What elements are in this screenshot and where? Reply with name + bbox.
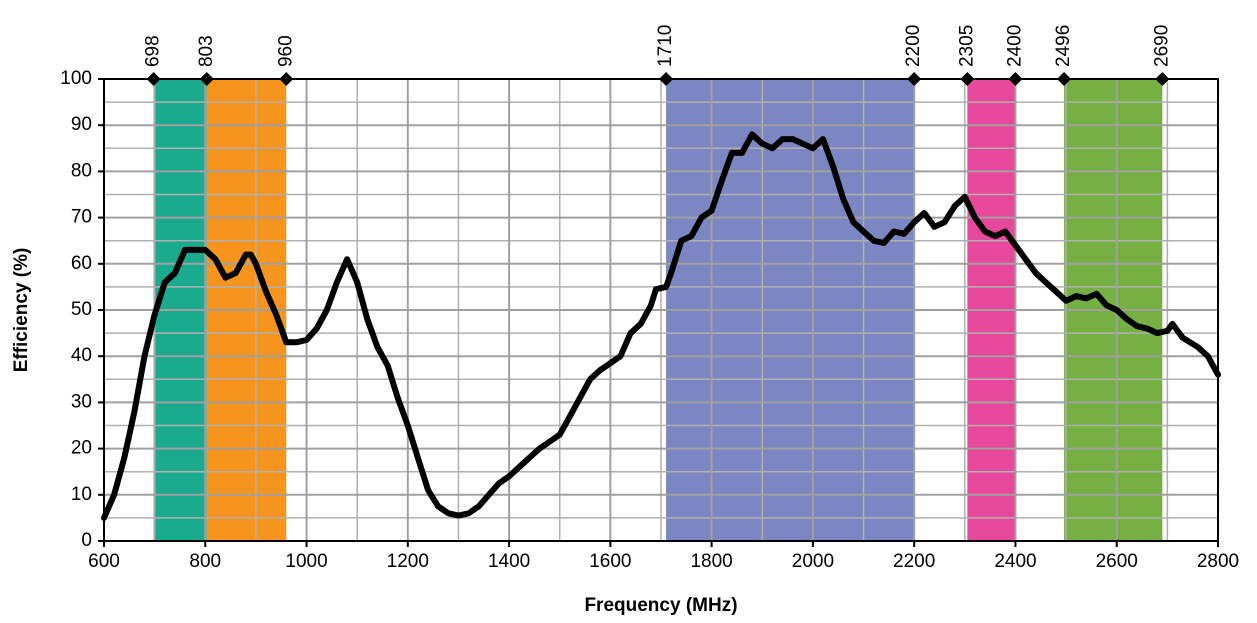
band-edge-label: 1710 bbox=[655, 25, 676, 67]
x-tick-label: 1200 bbox=[387, 551, 429, 572]
band-edge-marker bbox=[1008, 72, 1023, 86]
x-tick-label: 1000 bbox=[285, 551, 327, 572]
y-tick-label: 80 bbox=[71, 160, 92, 181]
band-edge-label: 2305 bbox=[956, 25, 977, 67]
x-tick-label: 600 bbox=[88, 551, 120, 572]
band-edge-marker bbox=[1057, 72, 1072, 86]
x-tick-label: 2800 bbox=[1197, 551, 1239, 572]
y-tick-label: 30 bbox=[71, 391, 92, 412]
x-tick-label: 1600 bbox=[589, 551, 631, 572]
band-edge-marker bbox=[279, 72, 294, 86]
band-edge-marker bbox=[146, 72, 161, 86]
band-edge-label: 2200 bbox=[903, 25, 924, 67]
y-tick-label: 20 bbox=[71, 438, 92, 459]
band-edge-marker bbox=[659, 72, 674, 86]
band-edge-marker bbox=[199, 72, 214, 86]
band-edge-marker bbox=[1155, 72, 1170, 86]
band-edge-label: 2496 bbox=[1053, 25, 1074, 67]
band-edge-marker bbox=[907, 72, 922, 86]
y-tick-label: 40 bbox=[71, 345, 92, 366]
band-edge-label: 960 bbox=[275, 35, 296, 67]
band-edge-label: 698 bbox=[143, 35, 164, 67]
x-tick-label: 2200 bbox=[893, 551, 935, 572]
y-tick-label: 90 bbox=[71, 114, 92, 135]
y-tick-label: 60 bbox=[71, 253, 92, 274]
y-tick-label: 0 bbox=[81, 530, 92, 551]
band-edge-label: 2400 bbox=[1004, 25, 1025, 67]
band-edge-label: 2690 bbox=[1151, 25, 1172, 67]
y-axis-title: Efficiency (%) bbox=[11, 248, 32, 373]
x-tick-label: 800 bbox=[189, 551, 221, 572]
y-tick-label: 50 bbox=[71, 299, 92, 320]
x-tick-label: 2000 bbox=[792, 551, 834, 572]
x-tick-label: 2400 bbox=[994, 551, 1036, 572]
band-edge-label: 803 bbox=[196, 35, 217, 67]
efficiency-line bbox=[101, 131, 1221, 521]
x-tick-label: 1800 bbox=[690, 551, 732, 572]
band-edge-marker bbox=[960, 72, 975, 86]
x-tick-label: 2600 bbox=[1096, 551, 1138, 572]
y-tick-label: 70 bbox=[71, 207, 92, 228]
y-tick-label: 10 bbox=[71, 484, 92, 505]
x-tick-label: 1400 bbox=[488, 551, 530, 572]
y-tick-label: 100 bbox=[60, 68, 92, 89]
x-axis-title: Frequency (MHz) bbox=[584, 595, 737, 616]
